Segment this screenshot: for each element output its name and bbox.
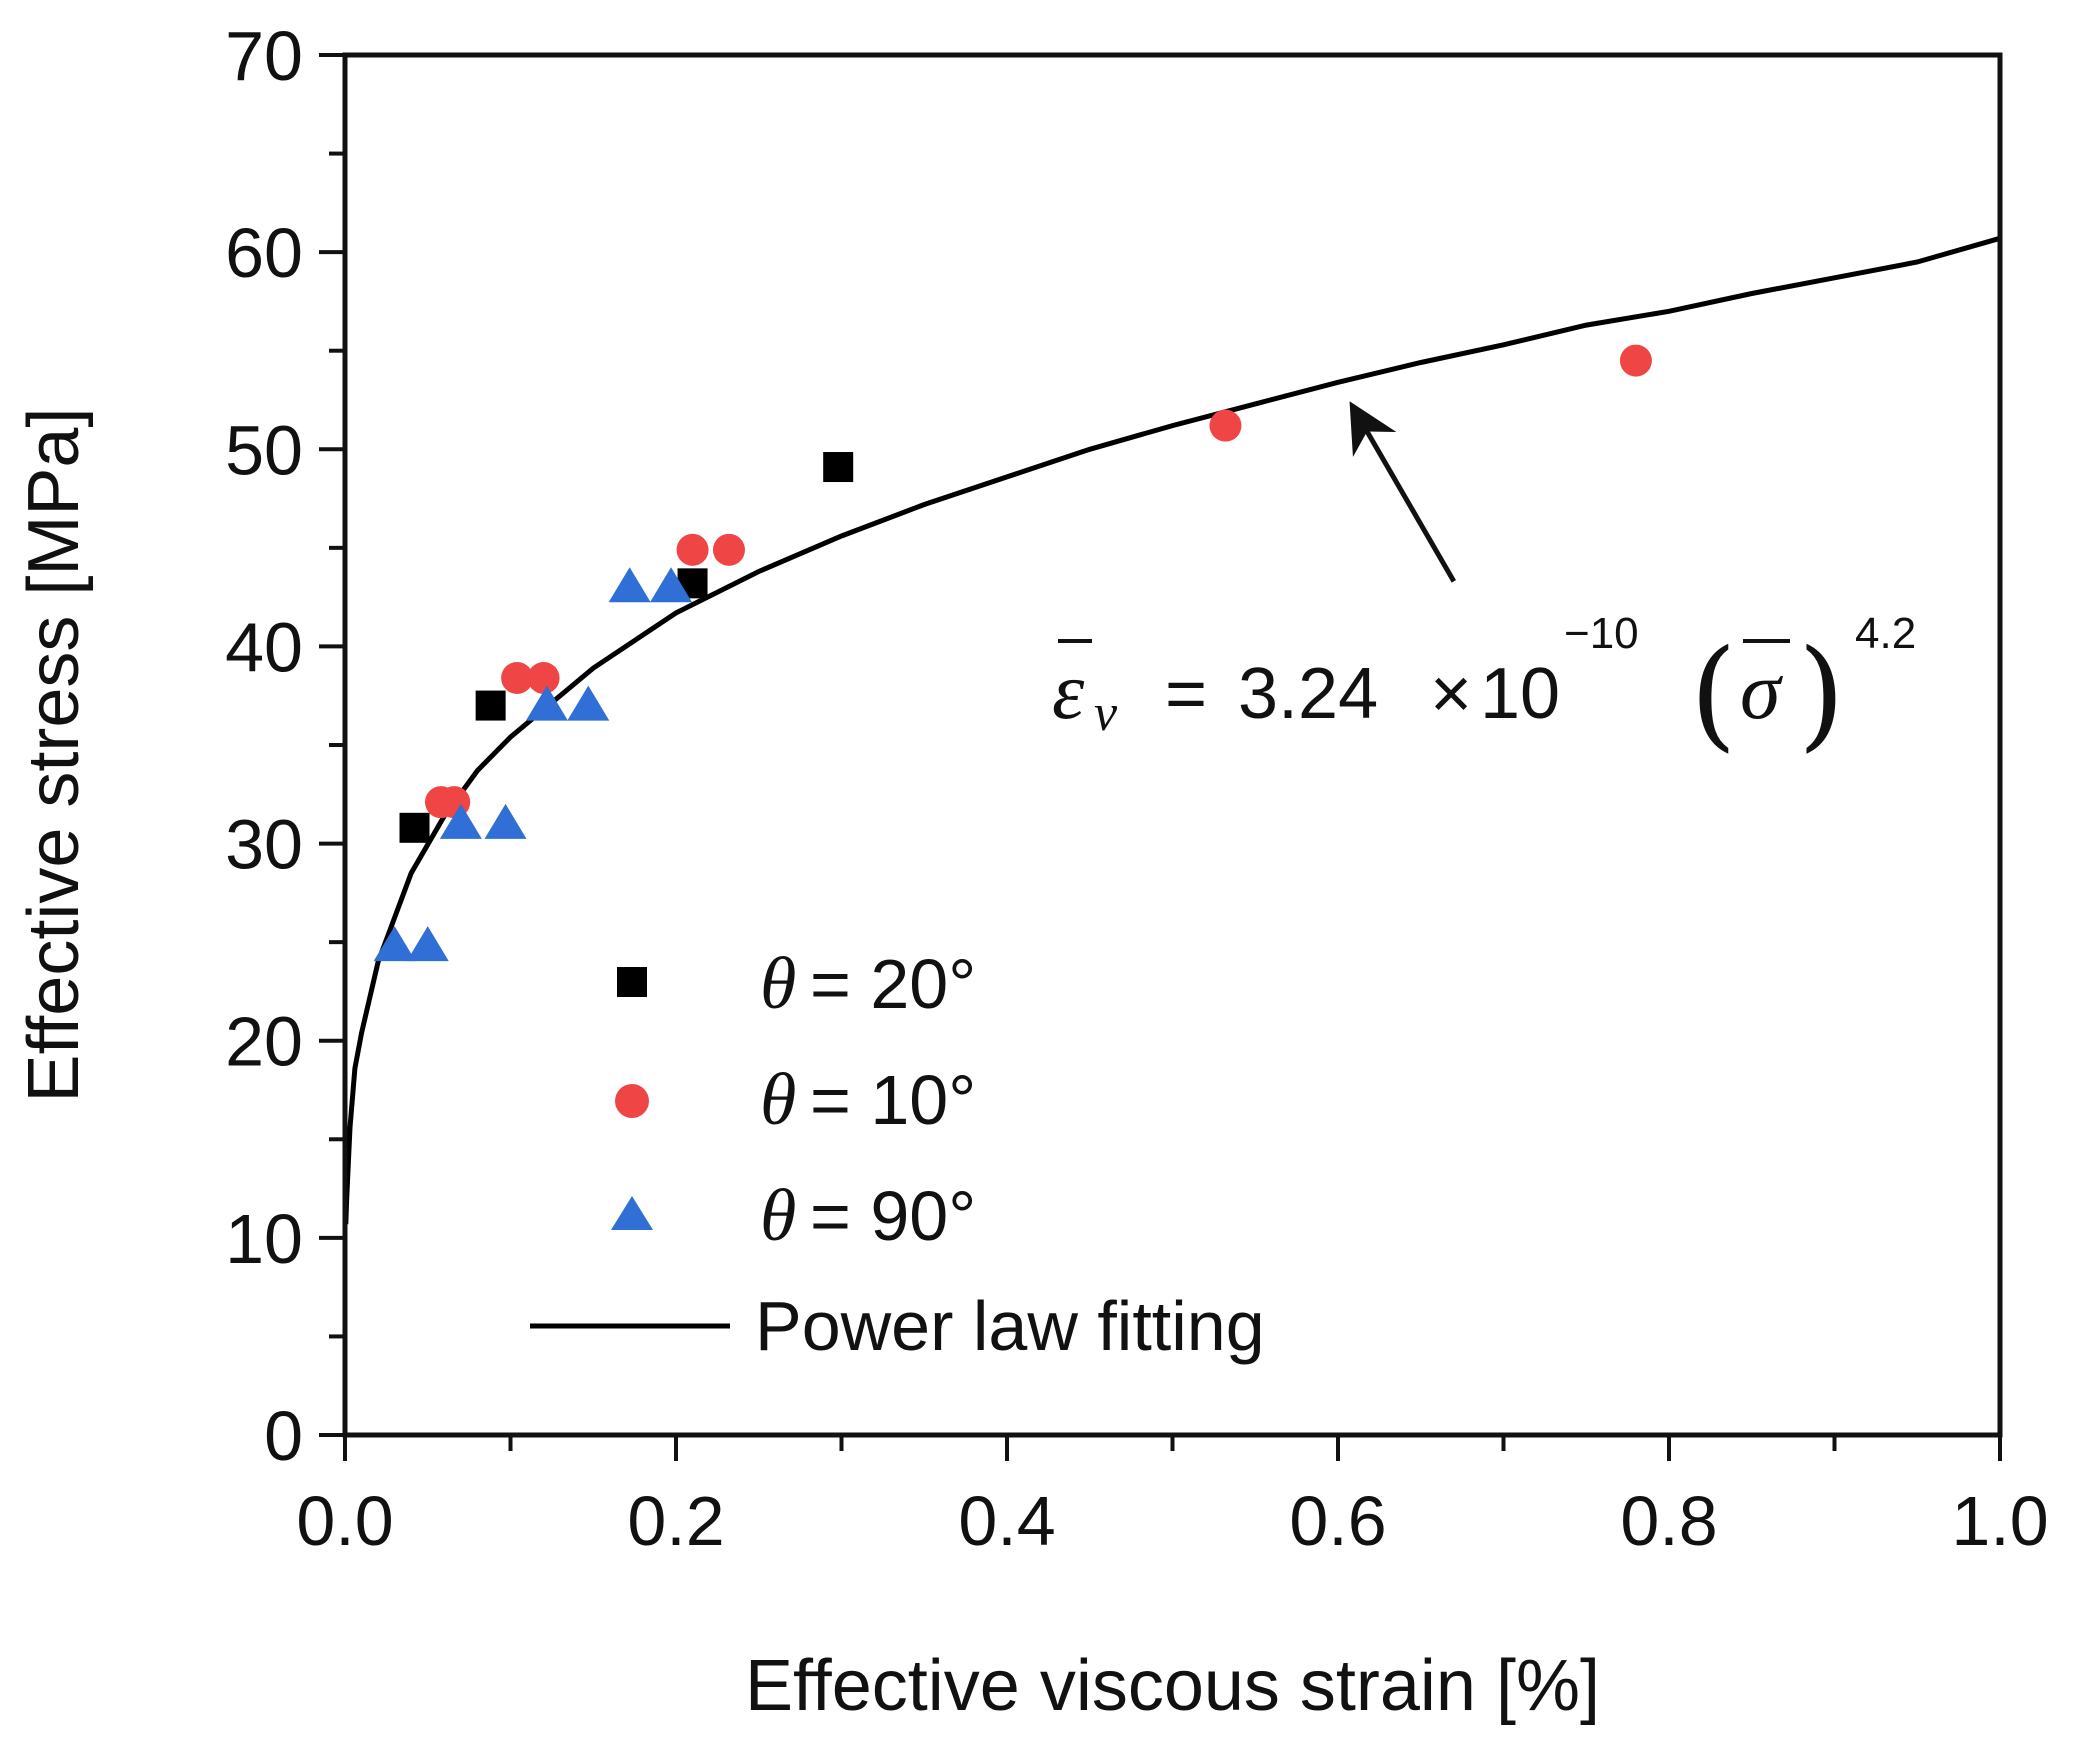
y-tick-label: 70: [225, 17, 303, 95]
y-tick-label: 60: [225, 214, 303, 292]
x-axis-title: Effective viscous strain [%]: [745, 1646, 1600, 1726]
point-theta-90: [650, 567, 693, 603]
x-tick-label: 0.8: [1620, 1482, 1717, 1560]
legend-marker-square: [617, 967, 647, 997]
legend-label-90: = 90°: [810, 1177, 976, 1255]
data-points-layer: [373, 344, 1652, 962]
point-theta-90: [406, 926, 449, 962]
equation-coefficient: 3.24: [1238, 654, 1378, 734]
x-tick-label: 0.2: [627, 1482, 724, 1560]
point-theta-90: [525, 685, 568, 721]
y-axis-title: Effective stress [MPa]: [14, 408, 94, 1103]
point-theta-20: [823, 452, 854, 483]
point-theta-10: [1209, 409, 1242, 442]
legend-marker-circle: [615, 1084, 649, 1118]
x-tick-label: 0.0: [296, 1482, 393, 1560]
equation-sigma: σ: [1740, 645, 1784, 736]
point-theta-10: [712, 533, 745, 566]
legend: θ = 20° θ = 10° θ = 90° Power law fittin…: [530, 943, 1265, 1365]
point-theta-90: [608, 567, 651, 603]
equation-base: 10: [1480, 654, 1560, 734]
equation-subscript: v: [1094, 685, 1118, 742]
equation-epsilon: ε: [1052, 645, 1085, 736]
equation-equals: =: [1165, 654, 1207, 734]
point-theta-90: [373, 926, 416, 962]
y-tick-label: 30: [225, 806, 303, 884]
equation-exponent-1: −10: [1564, 609, 1639, 658]
legend-theta-10: θ: [760, 1059, 796, 1141]
annotation-arrow: [1349, 401, 1457, 583]
point-theta-20: [399, 812, 430, 843]
x-tick-label: 1.0: [1951, 1482, 2048, 1560]
fit-curve-layer: [343, 235, 2001, 1225]
equation-paren-close: ): [1798, 625, 1845, 764]
x-tick-label: 0.6: [1289, 1482, 1386, 1560]
point-theta-10: [676, 533, 709, 566]
point-theta-10: [501, 661, 534, 694]
equation-paren-open: (: [1690, 625, 1737, 764]
point-theta-10: [1619, 344, 1652, 377]
y-tick-label: 20: [225, 1003, 303, 1081]
legend-label-20: = 20°: [810, 945, 976, 1023]
legend-marker-triangle: [611, 1196, 653, 1230]
legend-label-10: = 10°: [810, 1061, 976, 1139]
legend-label-fit: Power law fitting: [755, 1287, 1265, 1365]
y-tick-label: 40: [225, 608, 303, 686]
axis-ticks: 0.0 0.2 0.4 0.6 0.8 1.0 0 10 20 30 40 50 60 70: [225, 17, 2049, 1560]
point-theta-90: [484, 803, 527, 839]
equation-annotation: ε v = 3.24 × 10 −10 ( σ ) 4.2: [1052, 401, 1916, 764]
y-tick-label: 50: [225, 411, 303, 489]
power-law-fit-line: [343, 235, 2001, 1225]
legend-theta-90: θ: [760, 1175, 796, 1257]
point-theta-90: [567, 685, 610, 721]
point-theta-90: [439, 803, 482, 839]
point-theta-20: [475, 690, 506, 721]
point-theta-10: [527, 661, 560, 694]
legend-theta-20: θ: [760, 943, 796, 1025]
equation-exponent-2: 4.2: [1855, 609, 1916, 658]
x-tick-label: 0.4: [958, 1482, 1055, 1560]
y-tick-label: 10: [225, 1200, 303, 1278]
y-tick-label: 0: [264, 1397, 303, 1475]
equation-times: ×: [1430, 654, 1472, 734]
plot-area-frame: [342, 52, 2003, 1438]
